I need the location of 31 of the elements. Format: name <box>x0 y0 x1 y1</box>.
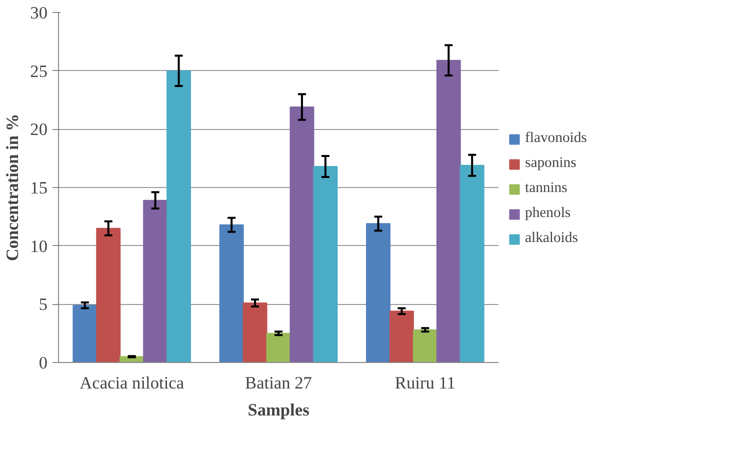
bar <box>96 228 121 362</box>
y-tick-label: 10 <box>30 236 48 256</box>
legend-label: tannins <box>525 180 568 197</box>
bar <box>266 332 291 362</box>
y-tick-label: 0 <box>38 354 48 372</box>
x-tick-label: Ruiru 11 <box>394 374 456 392</box>
y-tick-label: 25 <box>30 62 48 81</box>
bar <box>313 166 338 362</box>
y-axis-title: Concentration in % <box>3 114 22 262</box>
y-tick-label: 5 <box>38 295 48 314</box>
y-tick-label: 30 <box>30 4 48 22</box>
x-tick-label: Acacia nilotica <box>80 374 184 392</box>
legend-label: flavonoids <box>525 130 587 147</box>
bar <box>219 224 244 362</box>
bar <box>143 200 168 362</box>
bar <box>460 164 484 362</box>
y-tick-label: 20 <box>30 120 48 140</box>
y-tick-label: 15 <box>30 178 48 198</box>
x-axis-title: Samples <box>248 400 310 420</box>
bar <box>412 329 438 362</box>
bar <box>290 106 314 362</box>
bar <box>166 70 191 362</box>
bar <box>436 60 461 362</box>
legend-label: alkaloids <box>525 230 578 247</box>
bar <box>366 223 390 362</box>
bar <box>389 310 414 362</box>
x-tick-label: Batian 27 <box>245 374 312 392</box>
legend-label: saponins <box>525 155 576 172</box>
bar <box>242 302 268 362</box>
bar <box>72 304 98 362</box>
legend-label: phenols <box>525 205 571 222</box>
